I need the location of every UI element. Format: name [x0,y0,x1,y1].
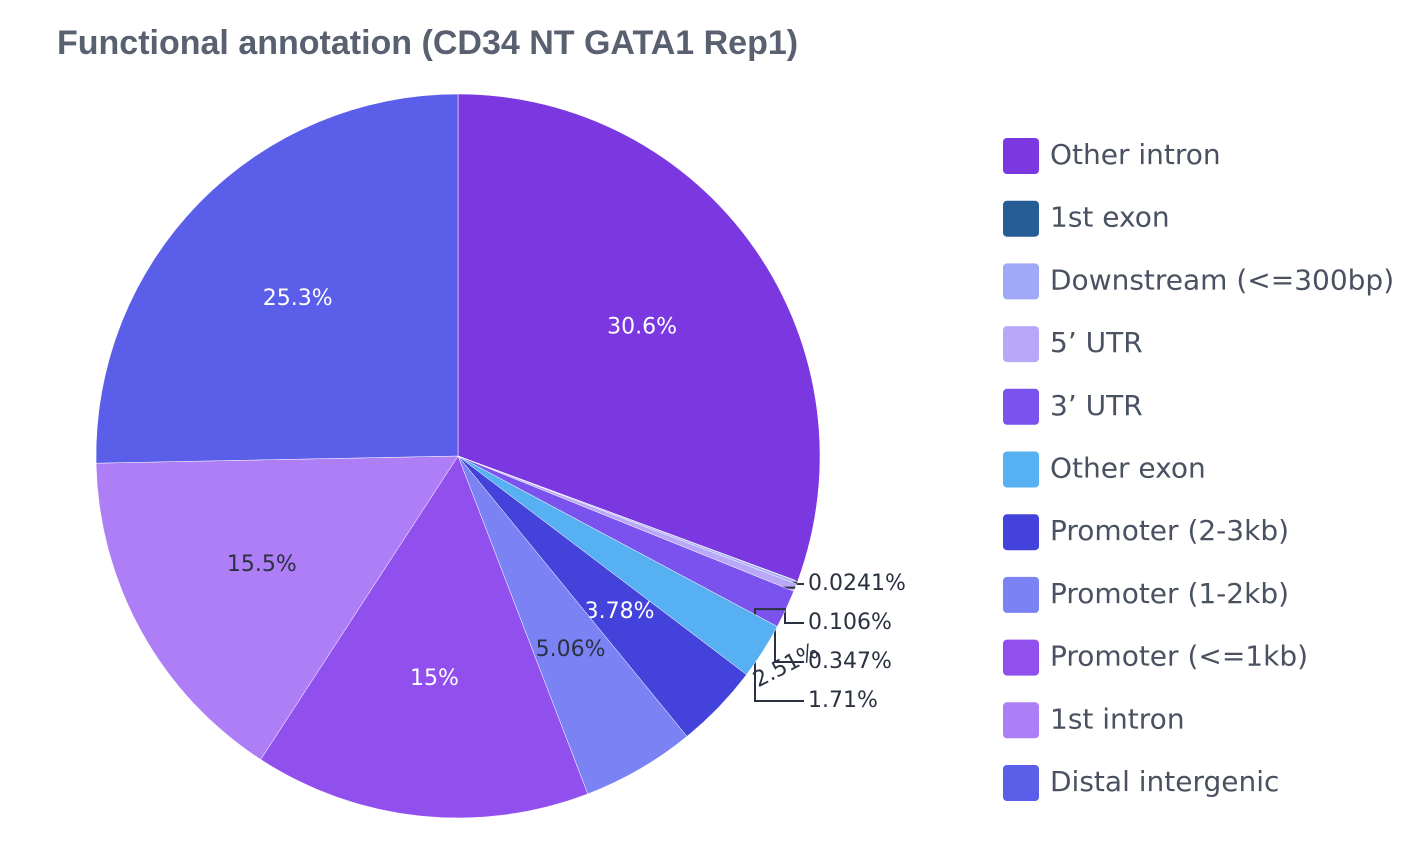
pie-slice [260,455,589,819]
legend-label: Other intron [1050,138,1221,171]
legend-label: Promoter (2-3kb) [1050,514,1289,547]
legend-label: Distal intergenic [1050,765,1279,798]
legend-swatch [1003,514,1039,551]
slice-label: 15% [410,666,459,691]
chart-title: Functional annotation (CD34 NT GATA1 Rep… [57,24,798,62]
legend-swatch [1003,765,1039,801]
legend-label: Promoter (1-2kb) [1050,577,1289,610]
legend-swatch [1003,576,1039,613]
legend-swatch [1003,138,1039,174]
slice-label: 25.3% [263,286,333,311]
legend-label: Promoter (<=1kb) [1050,640,1308,673]
legend-label: Downstream (<=300bp) [1050,263,1394,296]
slice-label: 0.106% [808,610,892,635]
slice-label: 30.6% [607,315,677,340]
legend-label: Other exon [1050,452,1206,485]
legend-label: 1st exon [1050,201,1170,234]
slice-label: 0.0241% [808,571,906,596]
slice-label: 0.347% [808,649,892,674]
legend-swatch [1003,702,1039,739]
pie-slice [95,93,459,464]
legend-swatch [1003,451,1039,488]
legend-swatch [1003,326,1039,363]
slice-label: 15.5% [227,552,297,577]
legend-swatch [1003,263,1039,300]
slice-label: 5.06% [536,637,606,662]
legend-swatch [1003,200,1039,237]
slice-label: 1.71% [808,688,878,713]
pie-slice [457,93,821,582]
legend-label: 3’ UTR [1050,389,1143,422]
legend-swatch [1003,639,1039,676]
legend-swatch [1003,388,1039,425]
slice-label: 3.78% [585,599,655,624]
legend-label: 5’ UTR [1050,326,1143,359]
pie-slice [95,455,459,760]
legend-label: 1st intron [1050,702,1185,735]
